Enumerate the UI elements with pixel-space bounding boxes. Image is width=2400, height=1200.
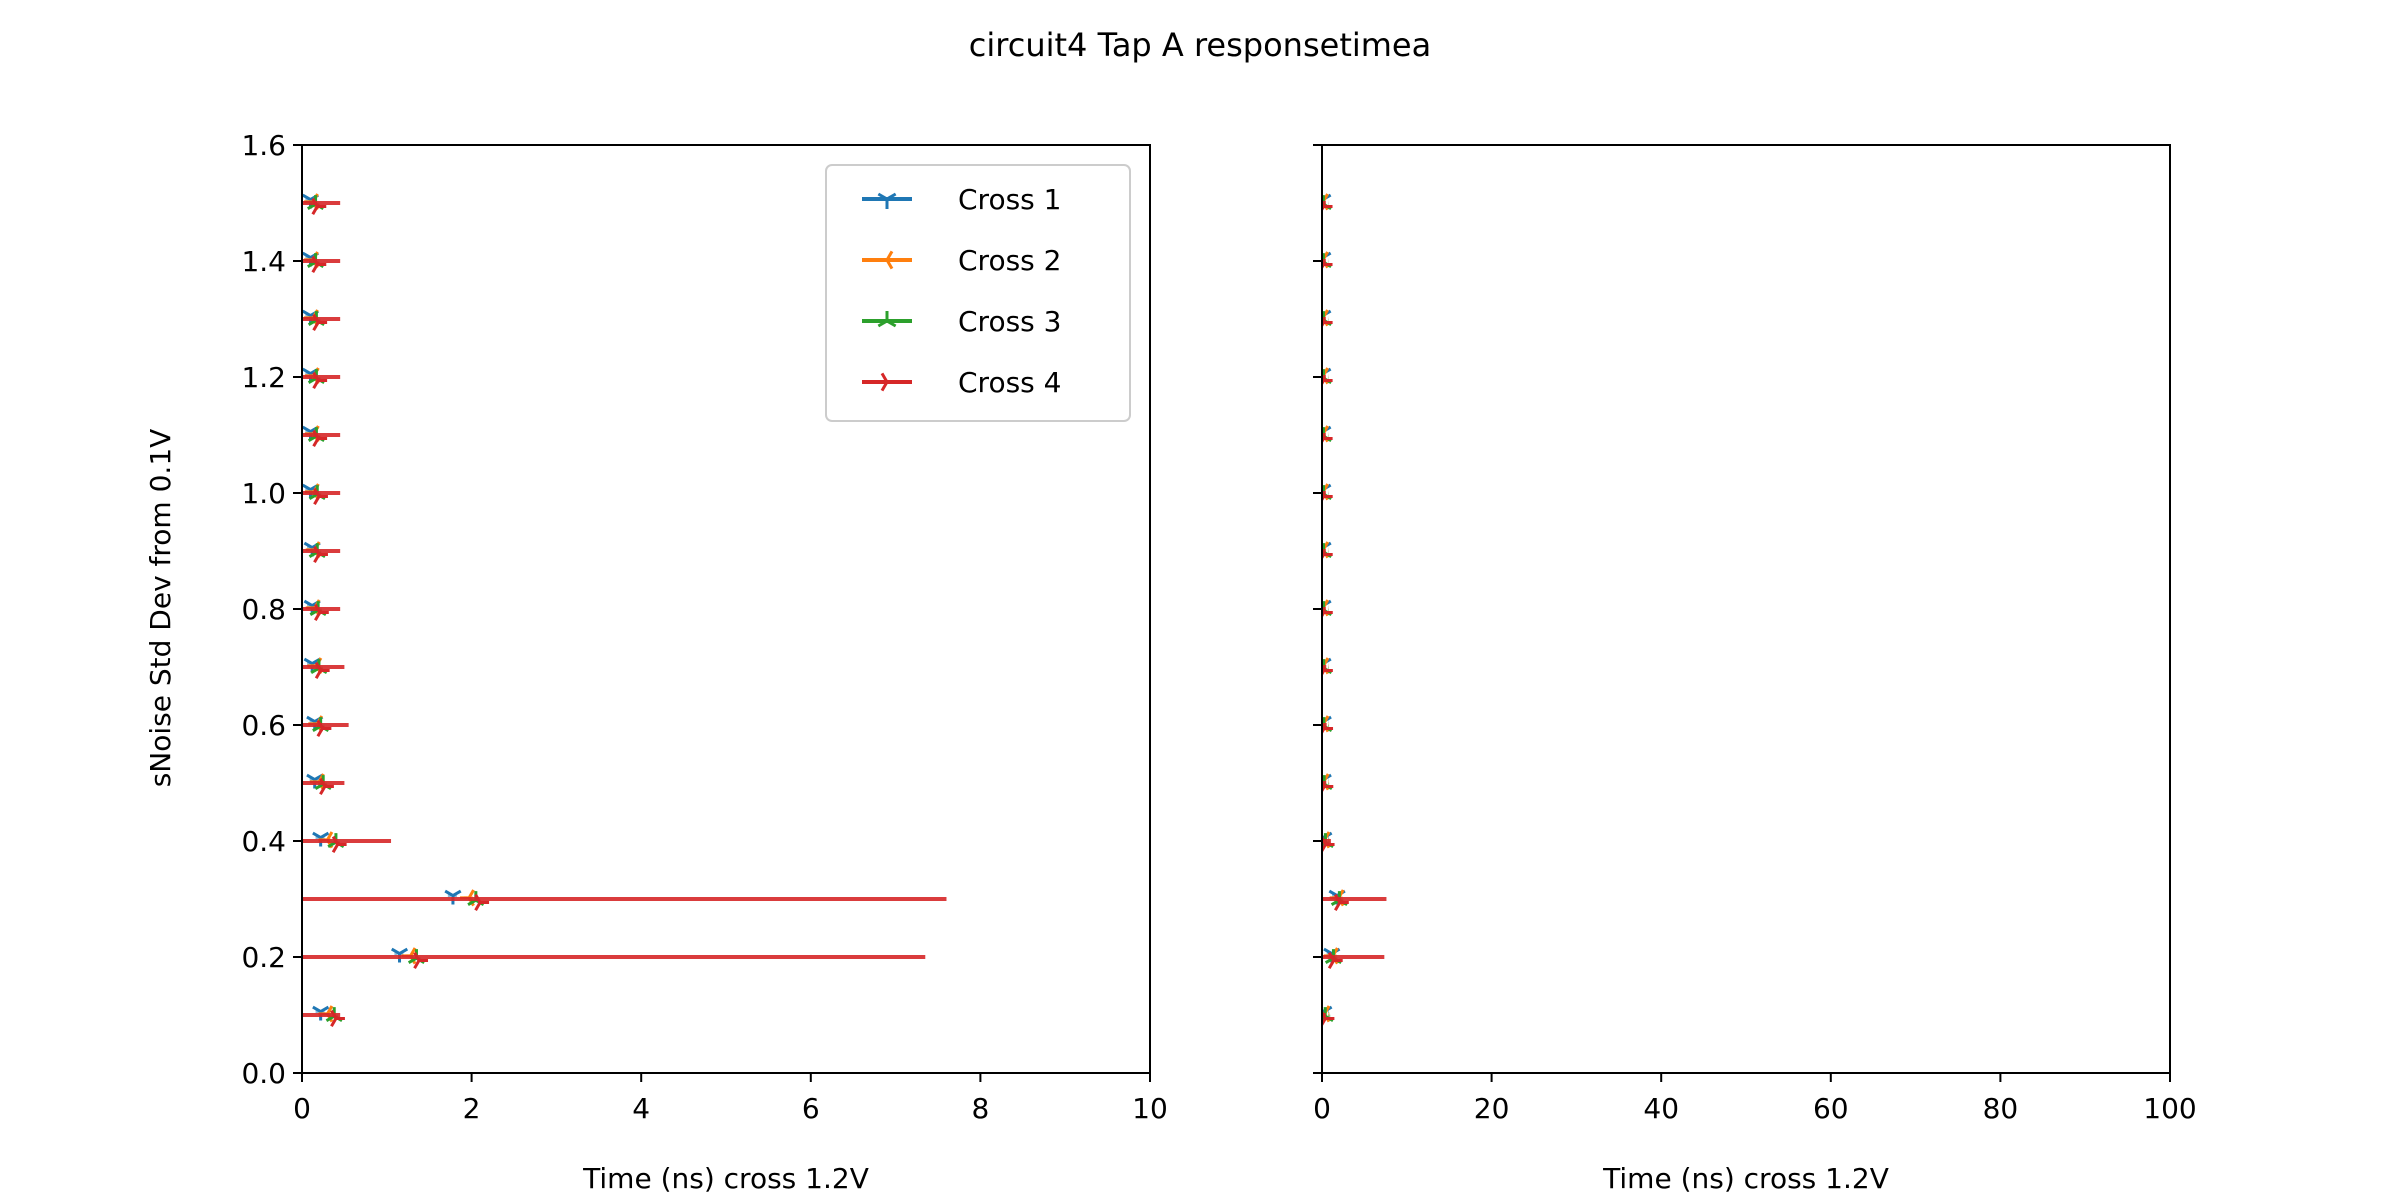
point-cross-4: [313, 545, 328, 564]
y-tick-label: 0.0: [241, 1057, 286, 1090]
legend-item: Cross 1: [862, 183, 1061, 216]
point-cross-4: [312, 429, 328, 448]
x-tick-label: 2: [463, 1092, 481, 1125]
legend-label: Cross 4: [958, 366, 1061, 399]
x-tick-label: 100: [2143, 1092, 2196, 1125]
legend-marker: [877, 192, 897, 209]
legend-label: Cross 1: [958, 183, 1061, 216]
point-cross-4: [1334, 893, 1349, 912]
point-cross-4: [1322, 835, 1335, 854]
legend-marker: [877, 311, 897, 328]
point-cross-4: [330, 1009, 345, 1028]
x-tick-label: 4: [632, 1092, 650, 1125]
panel-left: 0 2 4 6 8 10 0.0 0.2 0.4 0.6 0.8 1.0 1.2 1.4 1.6 Time (…: [241, 129, 1167, 1195]
legend: Cross 1 Cross 2 Cross 3 Cross 4: [825, 164, 1131, 422]
legend-label: Cross 3: [958, 305, 1061, 338]
x-tick-label: 0: [1313, 1092, 1331, 1125]
point-cross-4: [1322, 721, 1334, 736]
y-tick-label: 1.6: [241, 129, 286, 162]
x-tick-label: 80: [1983, 1092, 2019, 1125]
point-cross-4: [316, 719, 332, 738]
legend-item: Cross 2: [862, 244, 1061, 277]
y-axis-label: sNoise Std Dev from 0.1V: [144, 429, 177, 788]
y-tick-label: 0.4: [241, 825, 286, 858]
point-cross-4: [314, 661, 330, 680]
legend-box: [825, 164, 1131, 422]
legend-marker: [877, 250, 894, 270]
x-tick-label: 6: [802, 1092, 820, 1125]
x-tick-label: 0: [293, 1092, 311, 1125]
y-tick-label: 1.2: [241, 361, 286, 394]
point-cross-4: [311, 255, 327, 274]
point-cross-4: [312, 371, 328, 390]
point-cross-4: [314, 603, 329, 622]
legend-label: Cross 2: [958, 244, 1061, 277]
x-tick-label: 10: [1132, 1092, 1168, 1125]
data-area-left: [302, 193, 947, 1028]
y-tick-label: 0.6: [241, 709, 286, 742]
legend-marker: [880, 372, 897, 392]
point-cross-4: [313, 487, 328, 506]
point-cross-4: [312, 313, 328, 332]
point-cross-4: [413, 951, 429, 970]
point-cross-4: [474, 893, 490, 912]
x-tick-label: 60: [1813, 1092, 1849, 1125]
y-tick-label: 1.4: [241, 245, 286, 278]
legend-item: Cross 4: [862, 366, 1061, 399]
y-tick-label: 1.0: [241, 477, 286, 510]
point-cross-4: [1322, 1009, 1335, 1028]
x-tick-label: 20: [1474, 1092, 1510, 1125]
legend-item: Cross 3: [862, 305, 1061, 338]
point-cross-4: [1322, 664, 1333, 677]
axes-frame-right: [1321, 144, 2171, 1074]
point-cross-4: [311, 197, 327, 216]
point-cross-4: [319, 777, 334, 796]
x-tick-label: 40: [1643, 1092, 1679, 1125]
y-tick-label: 0.2: [241, 941, 286, 974]
y-tick-label: 0.8: [241, 593, 286, 626]
data-area-right: [1322, 193, 1387, 1028]
x-axis-label-left: Time (ns) cross 1.2V: [582, 1162, 869, 1195]
point-cross-4: [1322, 606, 1333, 619]
point-cross-4: [1327, 951, 1343, 970]
chart-title: circuit4 Tap A responsetimea: [969, 26, 1431, 64]
x-tick-label: 8: [971, 1092, 989, 1125]
panel-right: 0 20 40 60 80 100 Time (ns) cross 1.2V: [1313, 144, 2197, 1195]
x-axis-label-right: Time (ns) cross 1.2V: [1602, 1162, 1889, 1195]
point-cross-4: [331, 835, 347, 854]
